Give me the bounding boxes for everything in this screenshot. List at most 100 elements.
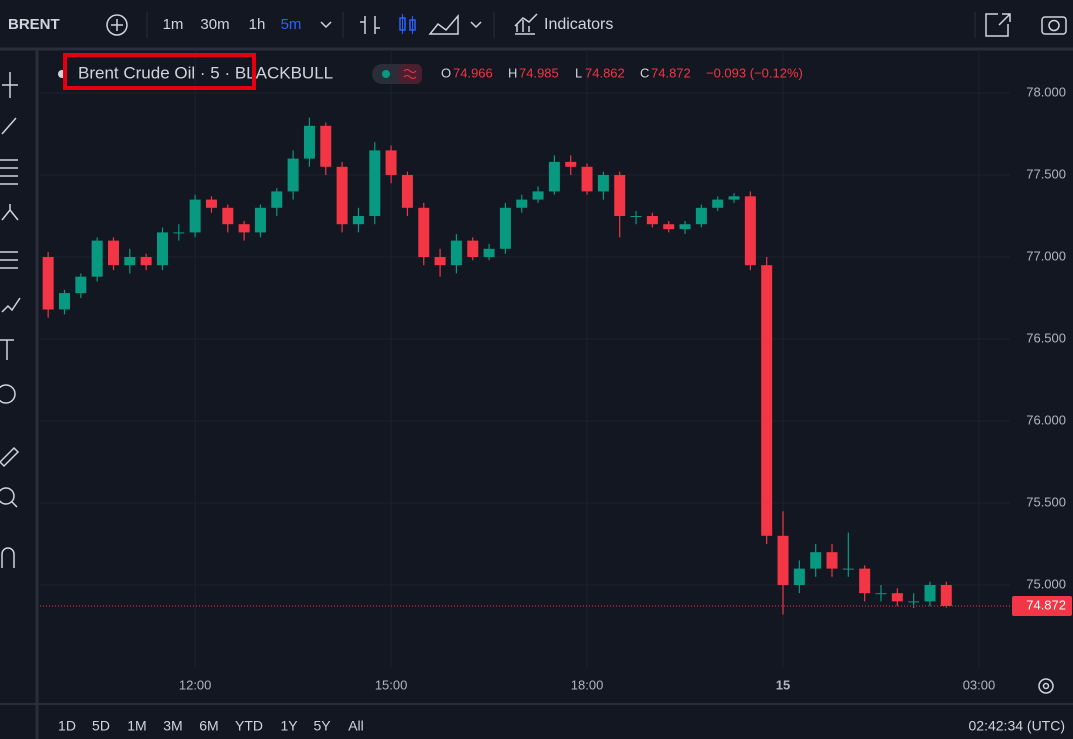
range-button[interactable]: 6M <box>199 718 218 734</box>
candle-body <box>434 257 446 266</box>
candle-body <box>516 199 528 208</box>
y-tick-label: 77.000 <box>1026 248 1066 263</box>
candle-body <box>679 224 691 230</box>
candle-body <box>385 150 397 175</box>
candle-body <box>777 535 789 585</box>
x-tick-label: 18:00 <box>571 677 604 692</box>
candle-body <box>401 175 413 208</box>
candle-body <box>875 593 887 595</box>
ohlc-value: 74.985 <box>519 65 559 80</box>
candle-body <box>140 257 152 266</box>
brush-tool[interactable] <box>1 297 21 313</box>
range-button[interactable]: 1Y <box>280 718 298 734</box>
ohlc-label: H <box>508 65 517 80</box>
bar-style-button[interactable] <box>360 16 380 34</box>
area-style-button[interactable] <box>428 13 459 35</box>
top-toolbar <box>0 0 1073 48</box>
candle-body <box>320 125 332 167</box>
text-tool[interactable] <box>0 339 14 360</box>
candle-body <box>467 240 479 257</box>
candle-body <box>271 191 283 208</box>
pattern-tool[interactable] <box>1 204 19 221</box>
range-button[interactable]: 1M <box>127 718 146 734</box>
y-tick-label: 77.500 <box>1026 166 1066 181</box>
y-tick-label: 76.000 <box>1026 412 1066 427</box>
change: −0.093 (−0.12%) <box>706 65 803 80</box>
range-button[interactable]: 5Y <box>313 718 331 734</box>
trend-line-tool[interactable] <box>1 117 17 135</box>
emoji-tool[interactable] <box>0 384 16 404</box>
y-tick-label: 75.000 <box>1026 576 1066 591</box>
interval-button[interactable]: 30m <box>200 16 229 33</box>
magnet-tool[interactable] <box>1 547 15 568</box>
fullscreen-button[interactable] <box>985 13 1011 37</box>
plot-area <box>40 50 1010 667</box>
highlight-box <box>63 53 256 90</box>
candle-body <box>908 601 920 603</box>
forecast-tool[interactable] <box>0 251 18 269</box>
range-button[interactable]: 3M <box>163 718 182 734</box>
range-button[interactable]: 5D <box>92 718 110 734</box>
status-dot <box>382 70 390 78</box>
candle-body <box>744 196 756 266</box>
candle-body <box>793 568 805 585</box>
last-price-tag <box>1012 595 1072 616</box>
candle-body <box>75 276 87 294</box>
interval-button[interactable]: 1m <box>163 16 184 33</box>
candle-style-button[interactable] <box>399 14 416 34</box>
ohlc-label: O <box>441 65 451 80</box>
y-tick-label: 76.500 <box>1026 330 1066 345</box>
ohlc-label: C <box>640 65 649 80</box>
candle-body <box>369 150 381 216</box>
add-symbol-button[interactable] <box>106 14 128 36</box>
delay-pill[interactable] <box>398 64 422 84</box>
candle-body <box>173 232 185 234</box>
settings-button[interactable] <box>1038 678 1054 694</box>
interval-button[interactable]: 5m <box>281 16 302 33</box>
candle-body <box>810 552 822 569</box>
indicators-icon[interactable] <box>514 13 538 35</box>
candle-body <box>712 199 724 208</box>
y-tick-label: 75.500 <box>1026 494 1066 509</box>
candle-body <box>646 216 658 225</box>
indicators-button[interactable]: Indicators <box>544 16 613 33</box>
ohlc-label: L <box>575 65 582 80</box>
x-tick-label: 15:00 <box>375 677 408 692</box>
last-price-label: 74.872 <box>1026 597 1066 612</box>
candle-body <box>189 199 201 233</box>
candle-body <box>205 199 217 208</box>
candle-body <box>58 293 70 310</box>
legend-title: Brent Crude Oil · 5 · BLACKBULL <box>78 63 333 82</box>
style-dropdown[interactable] <box>470 21 482 29</box>
candle-body <box>499 207 511 249</box>
candle-body <box>924 585 936 602</box>
crosshair-tool[interactable] <box>2 72 18 98</box>
candle-body <box>728 196 740 200</box>
x-tick-label: 12:00 <box>179 677 212 692</box>
range-button[interactable]: 1D <box>58 718 76 734</box>
delay-icon <box>403 69 417 79</box>
interval-dropdown[interactable] <box>320 21 332 29</box>
symbol[interactable]: BRENT <box>8 16 60 33</box>
candle-body <box>254 207 266 233</box>
x-tick-label: 03:00 <box>963 677 996 692</box>
interval-button[interactable]: 1h <box>249 16 266 33</box>
candle-body <box>548 161 560 192</box>
candle-body <box>859 568 871 594</box>
snapshot-button[interactable] <box>1041 16 1067 35</box>
candle-body <box>663 224 675 230</box>
zoom-tool[interactable] <box>0 487 18 508</box>
candle-body <box>483 248 495 257</box>
ruler-tool[interactable] <box>0 446 20 468</box>
range-button[interactable]: All <box>348 718 364 734</box>
candle-body <box>156 232 168 266</box>
candle-body <box>842 568 854 570</box>
range-button[interactable]: YTD <box>235 718 263 734</box>
candle-body <box>450 240 462 266</box>
candle-body <box>418 207 430 257</box>
fib-tool[interactable] <box>0 159 18 185</box>
clock: 02:42:34 (UTC) <box>969 718 1065 734</box>
candle-body <box>287 158 299 192</box>
candle-body <box>91 240 103 277</box>
